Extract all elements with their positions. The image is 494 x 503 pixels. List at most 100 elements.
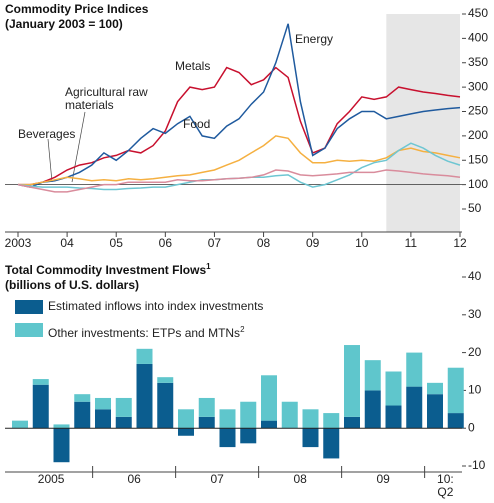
bar: [198, 416, 215, 429]
x-tick-label: 10: Q2: [437, 472, 454, 499]
bar: [219, 428, 236, 448]
y-tick-label: 100: [468, 177, 488, 191]
bar: [157, 377, 174, 383]
bar: [240, 401, 257, 429]
bar: [406, 352, 423, 387]
x-tick-label: 08: [293, 472, 307, 486]
bar: [198, 397, 215, 417]
bar: [447, 367, 464, 414]
x-tick-label: 09: [376, 472, 390, 486]
bar: [364, 360, 381, 391]
legend-label: Estimated inflows into index investments: [48, 300, 263, 313]
leader-line: [71, 111, 86, 183]
x-tick-label: 09: [306, 236, 320, 250]
bar: [344, 416, 360, 429]
bar: [240, 428, 257, 444]
series-line: [17, 23, 461, 188]
series-label: Food: [183, 117, 211, 131]
bar: [261, 420, 277, 429]
y-tick-label: 10: [468, 383, 482, 397]
bar: [115, 416, 132, 429]
y-tick-label: 250: [468, 104, 488, 118]
bar: [95, 397, 111, 410]
bar: [323, 413, 340, 429]
bar: [406, 386, 423, 429]
chart-title: Commodity Price Indices: [5, 2, 149, 16]
x-tick-label: 05: [110, 236, 124, 250]
series-label: Metals: [175, 59, 211, 73]
bar: [12, 420, 28, 429]
y-tick-label: 20: [468, 345, 482, 359]
y-tick-label: 450: [468, 6, 488, 20]
x-tick-label: 04: [60, 236, 74, 250]
series-line: [18, 135, 461, 186]
shaded-region: [386, 14, 460, 232]
x-tick-label: 2005: [37, 472, 65, 486]
bar: [32, 384, 49, 429]
legend-label: Other investments: ETPs and MTNs2: [48, 323, 245, 340]
title-text: Total Commodity Investment Flows: [5, 263, 207, 277]
bar: [427, 394, 443, 429]
legend-swatch: [15, 323, 43, 337]
bar: [385, 405, 402, 429]
x-tick-label: 11: [405, 236, 418, 250]
bar: [364, 390, 381, 429]
title-note: 1: [206, 262, 211, 271]
legend-text: Other investments: ETPs and MTNs: [48, 326, 241, 340]
x-tick-label: 06: [127, 472, 141, 486]
y-tick-label: 200: [468, 128, 488, 142]
bar: [95, 409, 111, 429]
series-label: Beverages: [18, 127, 76, 141]
bar: [74, 394, 91, 402]
bar: [74, 401, 91, 429]
y-tick-label: 40: [468, 269, 482, 283]
y-tick-label: 150: [468, 152, 488, 166]
y-tick-label: 400: [468, 31, 488, 45]
x-tick-label: 12: [453, 236, 467, 250]
bar: [32, 379, 49, 385]
bar: [344, 345, 360, 417]
bar: [115, 397, 132, 417]
x-tick-label: 07: [208, 236, 222, 250]
x-tick-label: 08: [257, 236, 271, 250]
y-tick-label: 0: [468, 420, 475, 434]
legend-swatch: [15, 300, 43, 314]
bar: [53, 424, 70, 429]
bar: [136, 348, 153, 364]
bar: [261, 375, 277, 421]
bar: [219, 409, 236, 429]
bar: [447, 413, 464, 429]
y-tick-label: 30: [468, 307, 482, 321]
bar: [157, 382, 174, 429]
x-tick-label: 2003: [5, 236, 32, 250]
y-tick-label: 300: [468, 79, 488, 93]
x-tick-label: 07: [210, 472, 224, 486]
series-line: [17, 169, 461, 193]
y-tick-label: 50: [468, 201, 482, 215]
chart-title: Total Commodity Investment Flows1: [5, 262, 211, 277]
bar: [385, 371, 402, 406]
bar: [178, 428, 194, 436]
series-label: Agricultural raw materials: [65, 85, 148, 112]
bar: [302, 428, 319, 448]
bar: [323, 428, 340, 459]
bar: [136, 363, 153, 429]
leader-line: [47, 138, 53, 183]
bar: [53, 428, 70, 463]
bar: [427, 382, 443, 395]
chart-subtitle: (billions of U.S. dollars): [5, 278, 140, 292]
legend-text: Estimated inflows into index investments: [48, 299, 264, 313]
bar: [302, 409, 319, 429]
bar: [178, 409, 194, 429]
bar: [281, 401, 298, 429]
series-line: [18, 66, 461, 186]
y-tick-label: 350: [468, 55, 488, 69]
y-tick-label: -10: [468, 458, 486, 472]
x-tick-label: 06: [159, 236, 173, 250]
chart-subtitle: (January 2003 = 100): [5, 17, 123, 31]
series-label: Energy: [295, 32, 334, 46]
x-tick-label: 10: [355, 236, 369, 250]
legend-note: 2: [240, 325, 245, 334]
